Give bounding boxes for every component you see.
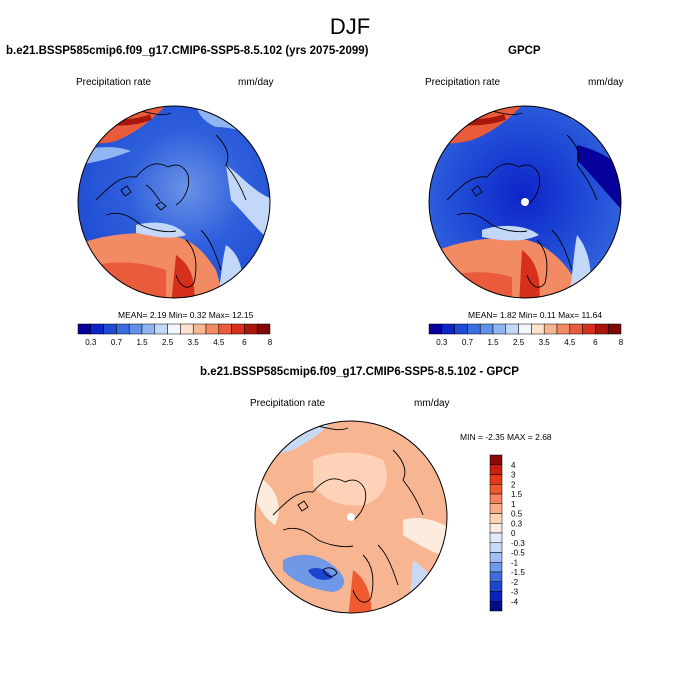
panel1-colorbar: 0.3 0.7 1.5 2.5 3.5 4.5 6 8 — [77, 323, 273, 347]
panel1-colorbar-tick-label: 8 — [268, 338, 273, 347]
panel3-colorbar-swatch — [489, 552, 503, 563]
panel2-colorbar-swatch — [505, 323, 519, 335]
panel3-map — [254, 420, 448, 614]
panel1-colorbar-swatch — [90, 323, 104, 335]
panel3-colorbar-tick-label: -1.5 — [511, 568, 525, 577]
panel1-title: b.e21.BSSP585cmip6.f09_g17.CMIP6-SSP5-8.… — [6, 45, 369, 57]
panel1-colorbar-tick-label: 2.5 — [162, 338, 174, 347]
panel2-units: mm/day — [588, 77, 624, 88]
panel2-map — [428, 105, 622, 299]
panel3-colorbar-tick-label: 0.3 — [511, 519, 523, 528]
panel3-colorbar-swatch — [489, 454, 503, 465]
panel2-colorbar-swatch — [531, 323, 545, 335]
panel2-colorbar-swatch — [479, 323, 494, 335]
panel3-colorbar-tick-label: 0.5 — [511, 510, 523, 519]
panel1-colorbar-swatch — [154, 323, 168, 335]
panel2-colorbar: 0.3 0.7 1.5 2.5 3.5 4.5 6 8 — [428, 323, 624, 347]
panel1-colorbar-swatch — [244, 323, 258, 335]
panel2-colorbar-swatch — [595, 323, 609, 335]
panel1-colorbar-swatch — [256, 323, 271, 335]
panel1-colorbar-swatch — [231, 323, 245, 335]
panel1-colorbar-swatch — [180, 323, 194, 335]
panel2-colorbar-swatch — [428, 323, 443, 335]
panel3-colorbar-tick-label: -0.5 — [511, 549, 525, 558]
panel3-colorbar-tick-label: -2 — [511, 578, 519, 587]
panel3-colorbar-swatch — [489, 503, 503, 514]
panel3-colorbar-tick-label: 1 — [511, 500, 516, 509]
panel2-colorbar-tick-label: 0.7 — [462, 338, 474, 347]
panel2-colorbar-swatch — [467, 323, 481, 335]
panel3-colorbar-swatch — [489, 474, 503, 485]
panel1-units: mm/day — [238, 77, 274, 88]
panel1-map — [77, 105, 271, 299]
panel1-colorbar-swatch — [205, 323, 220, 335]
panel1-colorbar-tick-label: 0.3 — [85, 338, 97, 347]
panel2-stats: MEAN= 1.82 Min= 0.11 Max= 11.64 — [468, 310, 603, 320]
panel2-colorbar-swatch — [518, 323, 532, 335]
panel3-colorbar-tick-label: 4 — [511, 461, 516, 470]
panel3-colorbar-swatch — [489, 484, 503, 495]
panel1-colorbar-swatch — [141, 323, 156, 335]
panel2-colorbar-tick-label: 3.5 — [539, 338, 551, 347]
panel3-colorbar-swatch — [489, 562, 503, 573]
panel3-colorbar-swatch — [489, 523, 503, 534]
panel3-units: mm/day — [414, 398, 450, 409]
panel1-colorbar-tick-label: 0.7 — [111, 338, 123, 347]
panel3-colorbar-swatch — [489, 571, 503, 582]
panel3-colorbar-swatch — [489, 513, 503, 524]
panel2-colorbar-tick-label: 4.5 — [564, 338, 576, 347]
panel3-colorbar-swatch — [489, 532, 503, 543]
panel2-colorbar-swatch — [569, 323, 583, 335]
panel1-colorbar-tick-label: 6 — [242, 338, 247, 347]
panel3-colorbar-tick-label: 1.5 — [511, 490, 523, 499]
panel2-title: GPCP — [508, 45, 541, 57]
panel3-title: b.e21.BSSP585cmip6.f09_g17.CMIP6-SSP5-8.… — [200, 366, 519, 378]
panel2-colorbar-tick-label: 2.5 — [513, 338, 525, 347]
panel2-colorbar-swatch — [492, 323, 507, 335]
panel1-colorbar-swatch — [128, 323, 143, 335]
panel1-stats: MEAN= 2.19 Min= 0.32 Max= 12.15 — [118, 310, 254, 320]
panel1-colorbar-swatch — [167, 323, 181, 335]
panel1-colorbar-swatch — [218, 323, 232, 335]
panel2-colorbar-tick-label: 1.5 — [487, 338, 499, 347]
panel3-colorbar-swatch — [489, 591, 503, 602]
panel3-colorbar-tick-label: -4 — [511, 597, 519, 606]
panel1-colorbar-tick-label: 3.5 — [188, 338, 200, 347]
panel3-colorbar-tick-label: -1 — [511, 558, 519, 567]
panel2-colorbar-tick-label: 8 — [619, 338, 624, 347]
panel2-colorbar-tick-label: 6 — [593, 338, 598, 347]
panel1-variable: Precipitation rate — [76, 77, 152, 88]
panel2-variable: Precipitation rate — [425, 77, 501, 88]
panel3-colorbar-tick-label: -0.3 — [511, 539, 525, 548]
panel3-colorbar-swatch — [489, 601, 503, 612]
panel2-colorbar-swatch — [441, 323, 455, 335]
panel1-colorbar-tick-label: 4.5 — [213, 338, 225, 347]
panel3-colorbar-swatch — [489, 493, 503, 504]
panel3-colorbar-tick-label: 2 — [511, 480, 516, 489]
panel3-variable: Precipitation rate — [250, 398, 326, 409]
panel1-colorbar-swatch — [192, 323, 207, 335]
panel3-colorbar-swatch — [489, 464, 503, 475]
season-title: DJF — [329, 14, 371, 39]
panel3-colorbar-tick-label: 3 — [511, 471, 516, 480]
panel1-colorbar-tick-label: 1.5 — [136, 338, 148, 347]
panel2-colorbar-swatch — [582, 323, 596, 335]
panel2-colorbar-tick-label: 0.3 — [436, 338, 448, 347]
panel1-colorbar-swatch — [103, 323, 117, 335]
panel2-colorbar-swatch — [607, 323, 622, 335]
panel2-colorbar-swatch — [454, 323, 468, 335]
panel2-colorbar-swatch — [543, 323, 558, 335]
panel3-colorbar-tick-label: -3 — [511, 588, 519, 597]
panel1-colorbar-swatch — [77, 323, 92, 335]
panel1-colorbar-swatch — [116, 323, 130, 335]
panel3-colorbar-swatch — [489, 581, 503, 592]
panel3-colorbar-swatch — [489, 542, 503, 553]
panel2-colorbar-swatch — [556, 323, 571, 335]
panel3-stats: MIN = -2.35 MAX = 2.68 — [460, 432, 552, 442]
panel3-colorbar-tick-label: 0 — [511, 529, 516, 538]
